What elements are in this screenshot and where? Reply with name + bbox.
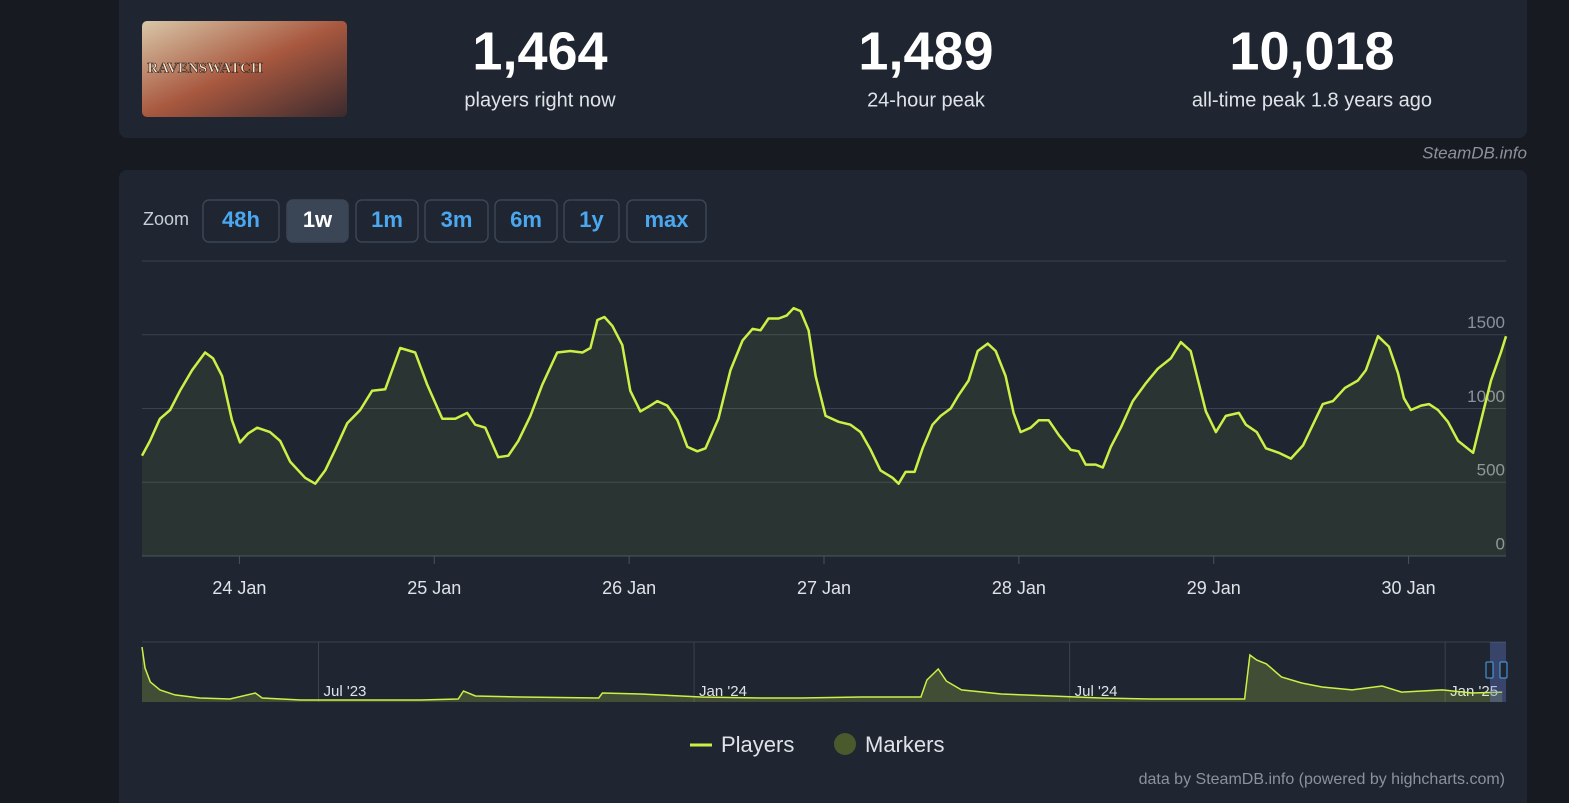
navigator-handle[interactable] [1485, 661, 1494, 679]
stat-label: all-time peak 1.8 years ago [1192, 89, 1432, 111]
stat-value: 1,489 [858, 21, 993, 81]
x-tick-label: 27 Jan [797, 578, 851, 598]
legend-label[interactable]: Markers [865, 732, 944, 757]
game-image[interactable] [142, 21, 347, 117]
series-line [140, 306, 1508, 485]
navigator-selection[interactable] [1490, 642, 1506, 702]
x-tick-label: 24 Jan [212, 578, 266, 598]
x-tick-label: 26 Jan [602, 578, 656, 598]
y-tick-label: 1500 [1467, 313, 1505, 332]
legend-symbol [834, 733, 856, 755]
navigator-tick-label: Jan '24 [699, 683, 747, 700]
game-logo: RAVENSWATCH [147, 60, 263, 76]
x-tick-label: 25 Jan [407, 578, 461, 598]
navigator-area [142, 647, 1503, 702]
zoom-button-label[interactable]: 6m [510, 207, 542, 232]
navigator-tick-label: Jul '24 [1075, 683, 1118, 700]
x-tick-label: 30 Jan [1382, 578, 1436, 598]
zoom-button[interactable] [626, 199, 707, 243]
zoom-button[interactable] [355, 199, 419, 243]
stat-label: 24-hour peak [867, 89, 986, 111]
x-tick-label: 28 Jan [992, 578, 1046, 598]
zoom-button[interactable] [202, 199, 280, 243]
zoom-button[interactable] [424, 199, 489, 243]
credit: data by SteamDB.info (powered by highcha… [1139, 771, 1505, 788]
zoom-button-label[interactable]: 1y [579, 207, 604, 232]
legend-label[interactable]: Players [721, 732, 794, 757]
navigator-line [141, 646, 1503, 701]
zoom-button-label[interactable]: 3m [441, 207, 473, 232]
stat-value: 1,464 [472, 21, 607, 81]
navigator-handle[interactable] [1499, 661, 1508, 679]
stat-label: players right now [464, 89, 616, 111]
navigator-tick-label: Jan '25 [1450, 683, 1498, 700]
stats-card [119, 0, 1527, 138]
zoom-button-label[interactable]: 1m [371, 207, 403, 232]
zoom-label: Zoom [143, 209, 189, 229]
zoom-button[interactable] [286, 199, 349, 243]
stat-value: 10,018 [1229, 21, 1394, 81]
series-area [142, 308, 1506, 556]
x-tick-label: 29 Jan [1187, 578, 1241, 598]
y-tick-label: 0 [1496, 534, 1505, 553]
y-tick-label: 500 [1477, 461, 1505, 480]
zoom-button[interactable] [494, 199, 558, 243]
zoom-button-label[interactable]: 48h [222, 207, 260, 232]
zoom-button-label[interactable]: 1w [303, 207, 333, 232]
source: SteamDB.info [1422, 143, 1527, 162]
zoom-button-label[interactable]: max [644, 207, 689, 232]
zoom-button[interactable] [563, 199, 620, 243]
chart-card [119, 170, 1527, 803]
navigator-tick-label: Jul '23 [324, 683, 367, 700]
